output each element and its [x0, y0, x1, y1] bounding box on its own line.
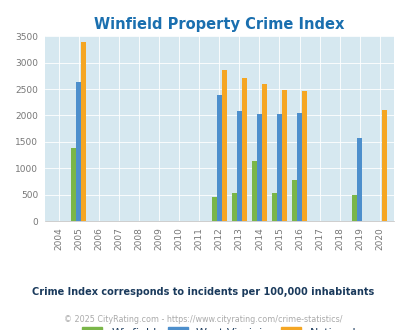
Title: Winfield Property Crime Index: Winfield Property Crime Index	[94, 17, 343, 32]
Bar	[251, 161, 256, 221]
Bar	[276, 114, 281, 221]
Bar	[241, 78, 246, 221]
Legend: Winfield, West Virginia, National: Winfield, West Virginia, National	[78, 323, 360, 330]
Bar	[271, 193, 276, 221]
Bar	[231, 193, 236, 221]
Bar	[211, 197, 216, 221]
Bar	[301, 91, 306, 221]
Text: Crime Index corresponds to incidents per 100,000 inhabitants: Crime Index corresponds to incidents per…	[32, 287, 373, 297]
Bar	[81, 42, 86, 221]
Bar	[382, 110, 386, 221]
Bar	[291, 180, 296, 221]
Bar	[236, 111, 241, 221]
Bar	[216, 95, 221, 221]
Bar	[256, 114, 261, 221]
Bar	[221, 70, 226, 221]
Bar	[261, 84, 266, 221]
Text: © 2025 CityRating.com - https://www.cityrating.com/crime-statistics/: © 2025 CityRating.com - https://www.city…	[64, 315, 341, 324]
Bar	[351, 195, 356, 221]
Bar	[281, 90, 286, 221]
Bar	[71, 148, 76, 221]
Bar	[356, 139, 361, 221]
Bar	[76, 82, 81, 221]
Bar	[296, 113, 301, 221]
